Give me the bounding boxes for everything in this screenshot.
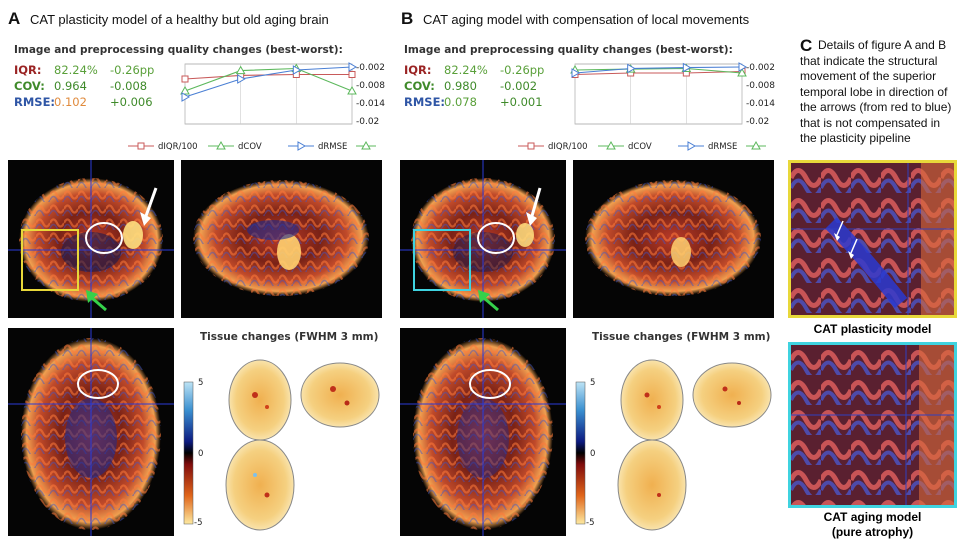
chart-ytick-label: -0.02 (746, 117, 769, 127)
colorbar-a-mid: 0 (198, 449, 204, 459)
colorbar-b-mid: 0 (590, 449, 596, 459)
legend-marker (687, 141, 697, 151)
mri-axial-a (8, 328, 174, 536)
legend-marker (297, 141, 307, 151)
legend-label: dRMSE (708, 142, 737, 152)
mri-sagittal-b (573, 160, 774, 318)
panel-a-quality-header: Image and preprocessing quality changes … (14, 44, 343, 56)
caption-aging-line1: CAT aging model (823, 510, 922, 524)
chart-point (180, 85, 190, 95)
metric-rmse-value: 0.078 (444, 95, 477, 109)
panel-c-letter: C (800, 36, 813, 55)
metric-iqr-label: IQR: (404, 63, 432, 77)
chart-point (738, 62, 748, 72)
legend-marker (361, 140, 371, 150)
metric-cov-value: 0.980 (444, 79, 477, 93)
mri-sagittal-a (181, 160, 382, 318)
legend-marker (137, 142, 145, 150)
legend-marker (216, 140, 226, 150)
caption-plasticity: CAT plasticity model (813, 322, 932, 336)
mri-axial-b (400, 328, 566, 536)
metric-rmse-label: RMSE: (404, 95, 446, 109)
chart-point (348, 71, 356, 78)
panel-b-tissue-label: Tissue changes (FWHM 3 mm) (592, 331, 771, 343)
legend-marker (751, 140, 761, 150)
metric-cov-change: -0.002 (500, 79, 538, 93)
chart-b: -0.002 -0.008 -0.014 -0.02 dIQR/100 dCOV dRMSE (518, 62, 775, 152)
metric-cov-value: 0.964 (54, 79, 87, 93)
chart-series-line (574, 66, 743, 74)
chart-series-line (184, 73, 352, 80)
colorbar-b (575, 381, 586, 525)
panel-b-quality-header: Image and preprocessing quality changes … (404, 44, 733, 56)
chart-point (235, 65, 246, 75)
chart-series-line (574, 67, 743, 74)
chart-frame (184, 63, 353, 125)
chart-ytick-label: -0.014 (356, 99, 385, 109)
chart-point (347, 85, 357, 95)
metric-rmse-change: +0.001 (500, 95, 543, 109)
colorbar-a-min: -5 (194, 518, 203, 528)
chart-a: -0.002 -0.008 -0.014 -0.02 dIQR/100 dCOV dRMSE (128, 62, 385, 152)
chart-point (348, 62, 358, 72)
panel-a-letter: A (8, 9, 21, 28)
chart-ytick-label: -0.02 (356, 117, 379, 127)
legend-label: dRMSE (318, 142, 347, 152)
metric-iqr-label: IQR: (14, 63, 42, 77)
colorbar-a-max: 5 (198, 378, 204, 388)
chart-ytick-label: -0.014 (746, 99, 775, 109)
mri-coronal-a (8, 160, 174, 318)
metric-iqr-value: 82.24% (54, 63, 98, 77)
metric-cov-change: -0.008 (110, 79, 148, 93)
glassbrain-b (617, 359, 772, 531)
metric-rmse-value: 0.102 (54, 95, 87, 109)
mri-coronal-b (400, 160, 566, 318)
chart-ytick-label: -0.008 (356, 81, 385, 91)
panel-b-letter: B (401, 9, 414, 28)
chart-point (292, 65, 302, 75)
colorbar-a (183, 381, 194, 525)
metric-cov-label: COV: (14, 79, 45, 93)
chart-point (181, 92, 191, 102)
metric-iqr-change: -0.26pp (110, 63, 155, 77)
chart-ytick-label: -0.008 (746, 81, 775, 91)
colorbar-b-max: 5 (590, 378, 596, 388)
legend-label: dCOV (628, 142, 652, 152)
metric-cov-label: COV: (404, 79, 435, 93)
zoom-aging (788, 342, 957, 508)
chart-point (682, 62, 692, 73)
legend-marker (606, 140, 616, 150)
panel-a-title: CAT plasticity model of a healthy but ol… (30, 12, 329, 27)
chart-series-line (184, 67, 353, 92)
chart-point (737, 67, 747, 77)
chart-point (237, 74, 246, 84)
metric-iqr-change: -0.26pp (500, 63, 545, 77)
panel-a-tissue-label: Tissue changes (FWHM 3 mm) (200, 331, 379, 343)
legend-label: dCOV (238, 142, 262, 152)
chart-ytick-label: -0.002 (746, 63, 775, 73)
legend-label: dIQR/100 (548, 142, 588, 152)
zoom-plasticity (788, 160, 957, 318)
chart-point (181, 75, 189, 83)
panel-b-title: CAT aging model with compensation of loc… (423, 12, 750, 27)
metric-iqr-value: 82.24% (444, 63, 488, 77)
glassbrain-a (225, 359, 380, 531)
chart-point (571, 68, 581, 78)
metric-rmse-change: +0.006 (110, 95, 153, 109)
panel-a-metrics: IQR: 82.24% -0.26pp COV: 0.964 -0.008 RMSE:0… (14, 63, 154, 109)
colorbar-b-min: -5 (586, 518, 595, 528)
chart-series-line (184, 66, 353, 98)
legend-marker (527, 142, 535, 150)
chart-ytick-label: -0.002 (356, 63, 385, 73)
chart-series-line (574, 70, 743, 76)
chart-point (627, 63, 636, 74)
caption-aging-line2: (pure atrophy) (831, 525, 914, 539)
panel-c-description: Details of figure A and B that indicate … (800, 38, 952, 145)
metric-rmse-label: RMSE: (14, 95, 56, 109)
legend-label: dIQR/100 (158, 142, 198, 152)
panel-b-metrics: IQR: 82.24% -0.26pp COV: 0.980 -0.002 RMSE:0… (404, 63, 544, 109)
